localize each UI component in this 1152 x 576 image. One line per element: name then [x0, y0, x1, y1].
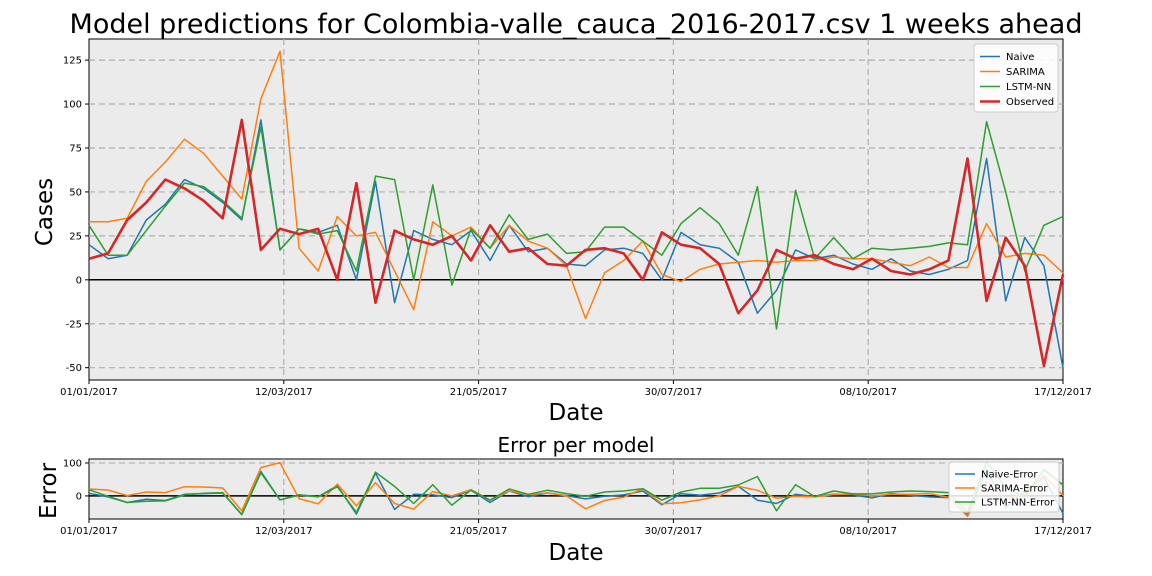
legend-frame — [973, 43, 1059, 113]
legend-frame — [948, 461, 1060, 513]
error-x-axis-label: Date — [549, 540, 604, 566]
y-tick-label: 100 — [63, 100, 82, 111]
error-chart: 0 100 01/01/2017 12/03/2017 21/05/2017 30/07… — [36, 458, 1092, 566]
main-y-ticks: -50 -25 0 25 50 75 100 125 — [63, 56, 89, 374]
y-tick-label: 50 — [69, 187, 82, 198]
series-line-lstm-nn — [88, 120, 1064, 330]
error-grid — [89, 459, 1063, 519]
x-tick-label: 12/03/2017 — [255, 387, 313, 398]
main-x-axis-label: Date — [549, 400, 604, 426]
y-tick-label: -25 — [66, 319, 82, 330]
main-plot-area — [88, 38, 1064, 381]
x-tick-label: 17/12/2017 — [1034, 387, 1092, 398]
legend-entry: Naive — [1006, 52, 1034, 63]
error-series-lines — [88, 461, 1064, 518]
main-chart: -50 -25 0 25 50 75 100 125 01/01/2017 12/03/2017… — [32, 38, 1092, 426]
legend-entry: SARIMA-Error — [981, 484, 1048, 495]
error-legend: Naive-Error SARIMA-Error LSTM-NN-Error — [948, 461, 1060, 513]
main-chart-title: Model predictions for Colombia-valle_cau… — [70, 9, 1083, 40]
series-line-sarima — [89, 50, 1064, 320]
main-series-lines — [88, 50, 1065, 368]
x-tick-label: 21/05/2017 — [450, 526, 508, 537]
legend-entry: LSTM-NN — [1006, 82, 1051, 93]
error-x-ticks: 01/01/2017 12/03/2017 21/05/2017 30/07/2017… — [60, 519, 1092, 537]
series-line-lstm-nn-error — [88, 461, 1064, 516]
x-tick-label: 30/07/2017 — [645, 526, 703, 537]
error-chart-title: Error per model — [498, 433, 655, 457]
y-tick-label: 125 — [63, 56, 82, 67]
x-tick-label: 08/10/2017 — [839, 526, 897, 537]
x-tick-label: 17/12/2017 — [1034, 526, 1092, 537]
legend-entry: SARIMA — [1006, 67, 1045, 78]
y-tick-label: 25 — [69, 231, 82, 242]
error-plot-area — [88, 458, 1064, 520]
main-legend: Naive SARIMA LSTM-NN Observed — [973, 43, 1059, 113]
legend-entry: LSTM-NN-Error — [981, 498, 1055, 509]
x-tick-label: 08/10/2017 — [839, 387, 897, 398]
y-tick-label: 100 — [63, 458, 82, 469]
x-tick-label: 01/01/2017 — [60, 387, 118, 398]
series-line-sarima-error — [88, 461, 1064, 518]
x-tick-label: 30/07/2017 — [645, 387, 703, 398]
y-tick-label: 75 — [69, 143, 82, 154]
legend-entry: Observed — [1006, 97, 1054, 108]
series-line-observed — [88, 118, 1065, 368]
y-tick-label: -50 — [66, 363, 82, 374]
x-tick-label: 21/05/2017 — [450, 387, 508, 398]
legend-entry: Naive-Error — [981, 470, 1038, 481]
main-y-axis-label: Cases — [32, 178, 58, 246]
main-x-ticks: 01/01/2017 12/03/2017 21/05/2017 30/07/2017… — [60, 380, 1092, 398]
y-tick-label: 0 — [76, 275, 82, 286]
y-tick-label: 0 — [76, 491, 82, 502]
x-tick-label: 01/01/2017 — [60, 526, 118, 537]
error-y-ticks: 0 100 — [63, 458, 89, 502]
error-y-axis-label: Error — [36, 462, 62, 519]
x-tick-label: 12/03/2017 — [255, 526, 313, 537]
